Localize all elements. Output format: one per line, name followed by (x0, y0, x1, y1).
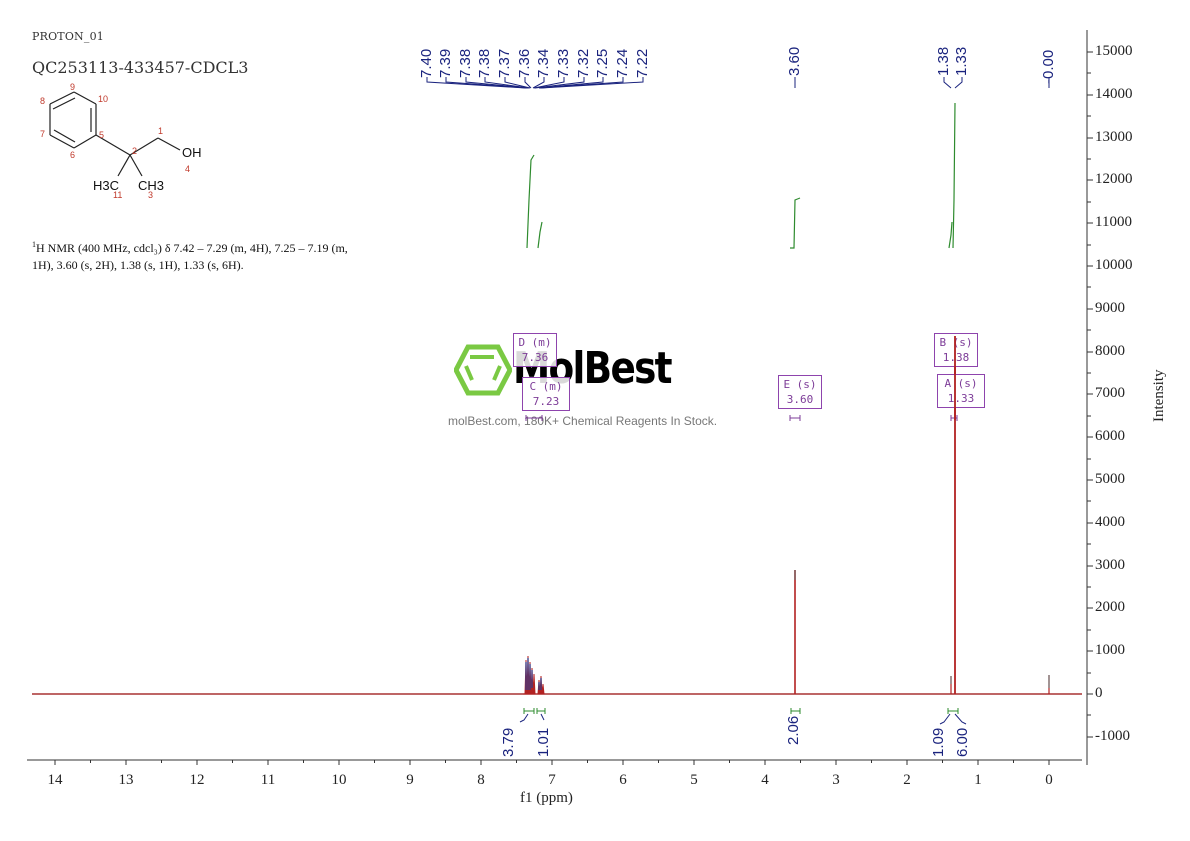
atom-label-2: 2 (132, 146, 137, 156)
x-tick-label: 7 (548, 772, 556, 788)
y-tick-label: 7000 (1095, 385, 1125, 401)
watermark-tagline: molBest.com, 180K+ Chemical Reagents In … (448, 414, 718, 428)
peak-pick-label: 7.38 (476, 48, 493, 78)
integral-curves (526, 102, 956, 249)
nmr-summary-line2: 1H), 3.60 (s, 2H), 1.38 (s, 1H), 1.33 (s… (32, 258, 244, 272)
x-tick-label: 8 (477, 772, 485, 788)
x-tick-label: 4 (761, 772, 769, 788)
peak-pick-label-1-33: 1.33 (953, 46, 970, 76)
y-tick-label: 5000 (1095, 471, 1125, 487)
peak-pick-label: 7.25 (594, 48, 611, 78)
x-tick-label: 0 (1045, 772, 1053, 788)
atom-label-9: 9 (70, 82, 75, 92)
y-tick-label: 8000 (1095, 343, 1125, 359)
atom-label-1: 1 (158, 126, 163, 136)
chemical-structure: 9 10 8 7 5 6 1 2 4 11 3 OH H3C CH3 (40, 82, 202, 200)
multiplet-box-c: C (m) 7.23 (522, 377, 570, 411)
atom-label-11: 11 (113, 190, 122, 200)
integral-value: 3.79 (500, 727, 517, 757)
peak-pick-label: 7.32 (575, 48, 592, 78)
x-axis-title: f1 (ppm) (520, 790, 573, 806)
atom-label-6: 6 (70, 150, 75, 160)
experiment-id: PROTON_01 (32, 30, 104, 43)
y-tick-label: 10000 (1095, 257, 1133, 273)
y-tick-label: 1000 (1095, 642, 1125, 658)
peak-pick-leaders (426, 77, 1050, 89)
peak-pick-label-tms: -0.00 (1040, 49, 1057, 84)
nmr-summary: 1H NMR (400 MHz, cdcl₃) δ 7.42 – 7.29 (m… (32, 236, 392, 274)
y-tick-label: 3000 (1095, 557, 1125, 573)
y-tick-label: 12000 (1095, 171, 1133, 187)
hydroxyl-group: OH (182, 145, 202, 160)
integral-value: 1.09 (930, 727, 947, 757)
y-tick-label: 6000 (1095, 428, 1125, 444)
atom-label-5: 5 (99, 130, 104, 140)
y-axis-ticks (1087, 51, 1093, 738)
y-tick-label: 0 (1095, 685, 1103, 701)
y-tick-label: 13000 (1095, 129, 1133, 145)
peak-pick-label: 7.34 (535, 48, 552, 78)
peak-pick-label-1-38: 1.38 (935, 46, 952, 76)
x-axis-ticks (54, 760, 1050, 765)
nmr-summary-line1: H NMR (400 MHz, cdcl₃) δ 7.42 – 7.29 (m,… (36, 241, 348, 255)
integral-value: 6.00 (954, 727, 971, 757)
atom-label-10: 10 (98, 94, 108, 104)
x-tick-label: 6 (619, 772, 627, 788)
methyl-group-right: CH3 (138, 178, 164, 193)
x-tick-label: 10 (331, 772, 347, 788)
peak-pick-label: 7.39 (437, 48, 454, 78)
x-tick-label: 5 (690, 772, 698, 788)
x-tick-label: 11 (260, 772, 276, 788)
atom-label-3: 3 (148, 190, 153, 200)
peak-pick-label: 7.37 (496, 48, 513, 78)
peak-pick-label: 7.33 (555, 48, 572, 78)
peak-pick-label: 7.40 (418, 48, 435, 78)
x-tick-label: 14 (47, 772, 63, 788)
peak-pick-label: 7.38 (457, 48, 474, 78)
peak-pick-label: 7.22 (634, 48, 651, 78)
peak-pick-label-3-60: 3.60 (786, 46, 803, 76)
sample-title: QC253113-433457-CDCL3 (32, 58, 249, 77)
integral-value: 2.06 (785, 715, 802, 745)
atom-label-8: 8 (40, 96, 45, 106)
x-tick-label: 9 (406, 772, 414, 788)
nmr-isotope: 1 (32, 240, 36, 249)
multiplet-box-e: E (s) 3.60 (778, 375, 822, 409)
x-tick-label: 2 (903, 772, 911, 788)
y-tick-label: -1000 (1095, 728, 1130, 744)
molbest-logo-icon (454, 344, 512, 396)
y-tick-label: 14000 (1095, 86, 1133, 102)
y-tick-label: 4000 (1095, 514, 1125, 530)
y-tick-label: 15000 (1095, 43, 1133, 59)
x-tick-label: 13 (118, 772, 134, 788)
y-tick-label: 2000 (1095, 599, 1125, 615)
multiplet-box-a: A (s) 1.33 (937, 374, 985, 408)
integral-value: 1.01 (535, 727, 552, 757)
x-tick-label: 12 (189, 772, 205, 788)
atom-label-7: 7 (40, 129, 45, 139)
peak-pick-label: 7.24 (614, 48, 631, 78)
multiplet-box-d: D (m) 7.36 (513, 333, 557, 367)
x-tick-label: 3 (832, 772, 840, 788)
x-tick-label: 1 (974, 772, 982, 788)
integral-brackets (523, 708, 959, 714)
y-tick-label: 11000 (1095, 214, 1132, 230)
multiplet-box-b: B (s) 1.38 (934, 333, 978, 367)
methyl-group-left: H3C (93, 178, 119, 193)
aromatic-peaks (523, 655, 545, 695)
y-tick-label: 9000 (1095, 300, 1125, 316)
peak-pick-label: 7.36 (516, 48, 533, 78)
y-axis-title: Intensity (1151, 369, 1167, 423)
atom-label-4: 4 (185, 164, 190, 174)
